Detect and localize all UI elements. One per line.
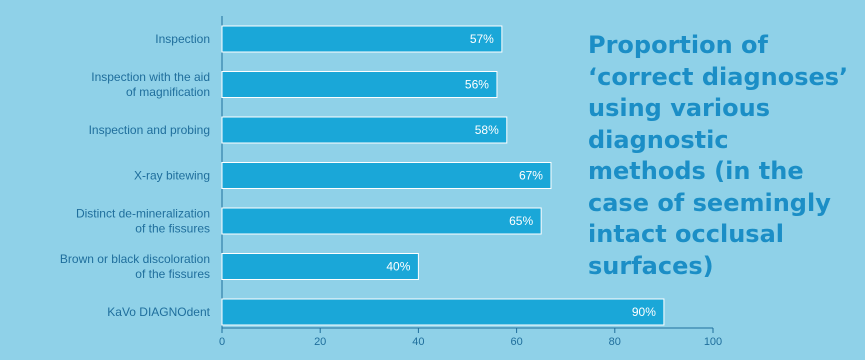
x-tick-label: 20 (314, 336, 326, 348)
category-label: of the fissures (135, 267, 210, 281)
bar (221, 25, 503, 53)
x-tick-label: 0 (219, 336, 225, 348)
category-label: KaVo DIAGNOdent (107, 305, 210, 319)
bar-value-label: 90% (632, 305, 656, 319)
bar-value-label: 40% (386, 260, 410, 274)
x-tick-label: 100 (704, 336, 722, 348)
bar (221, 298, 665, 326)
bar-value-label: 56% (465, 78, 489, 92)
bar (221, 253, 419, 280)
bar-value-label: 67% (519, 169, 543, 183)
bar (221, 207, 542, 235)
bar (221, 71, 498, 98)
category-label: Inspection with the aid (91, 70, 210, 84)
category-label: Inspection and probing (89, 123, 210, 137)
category-label: of the fissures (135, 222, 210, 236)
chart-title: Proportion of ‘correct diagnoses’ using … (588, 31, 849, 280)
category-label: Distinct de-mineralization (76, 207, 210, 221)
category-label: Brown or black discoloration (60, 252, 210, 266)
x-tick-label: 80 (609, 336, 621, 348)
x-tick-label: 60 (510, 336, 522, 348)
bar-value-label: 57% (470, 32, 494, 46)
bar-value-label: 58% (475, 123, 499, 137)
category-label: X-ray bitewing (134, 169, 210, 183)
category-label: of magnification (126, 85, 210, 99)
bar (221, 162, 552, 189)
x-tick-label: 40 (412, 336, 424, 348)
bar (221, 116, 508, 144)
bar-value-label: 65% (509, 214, 533, 228)
category-label: Inspection (155, 32, 210, 46)
